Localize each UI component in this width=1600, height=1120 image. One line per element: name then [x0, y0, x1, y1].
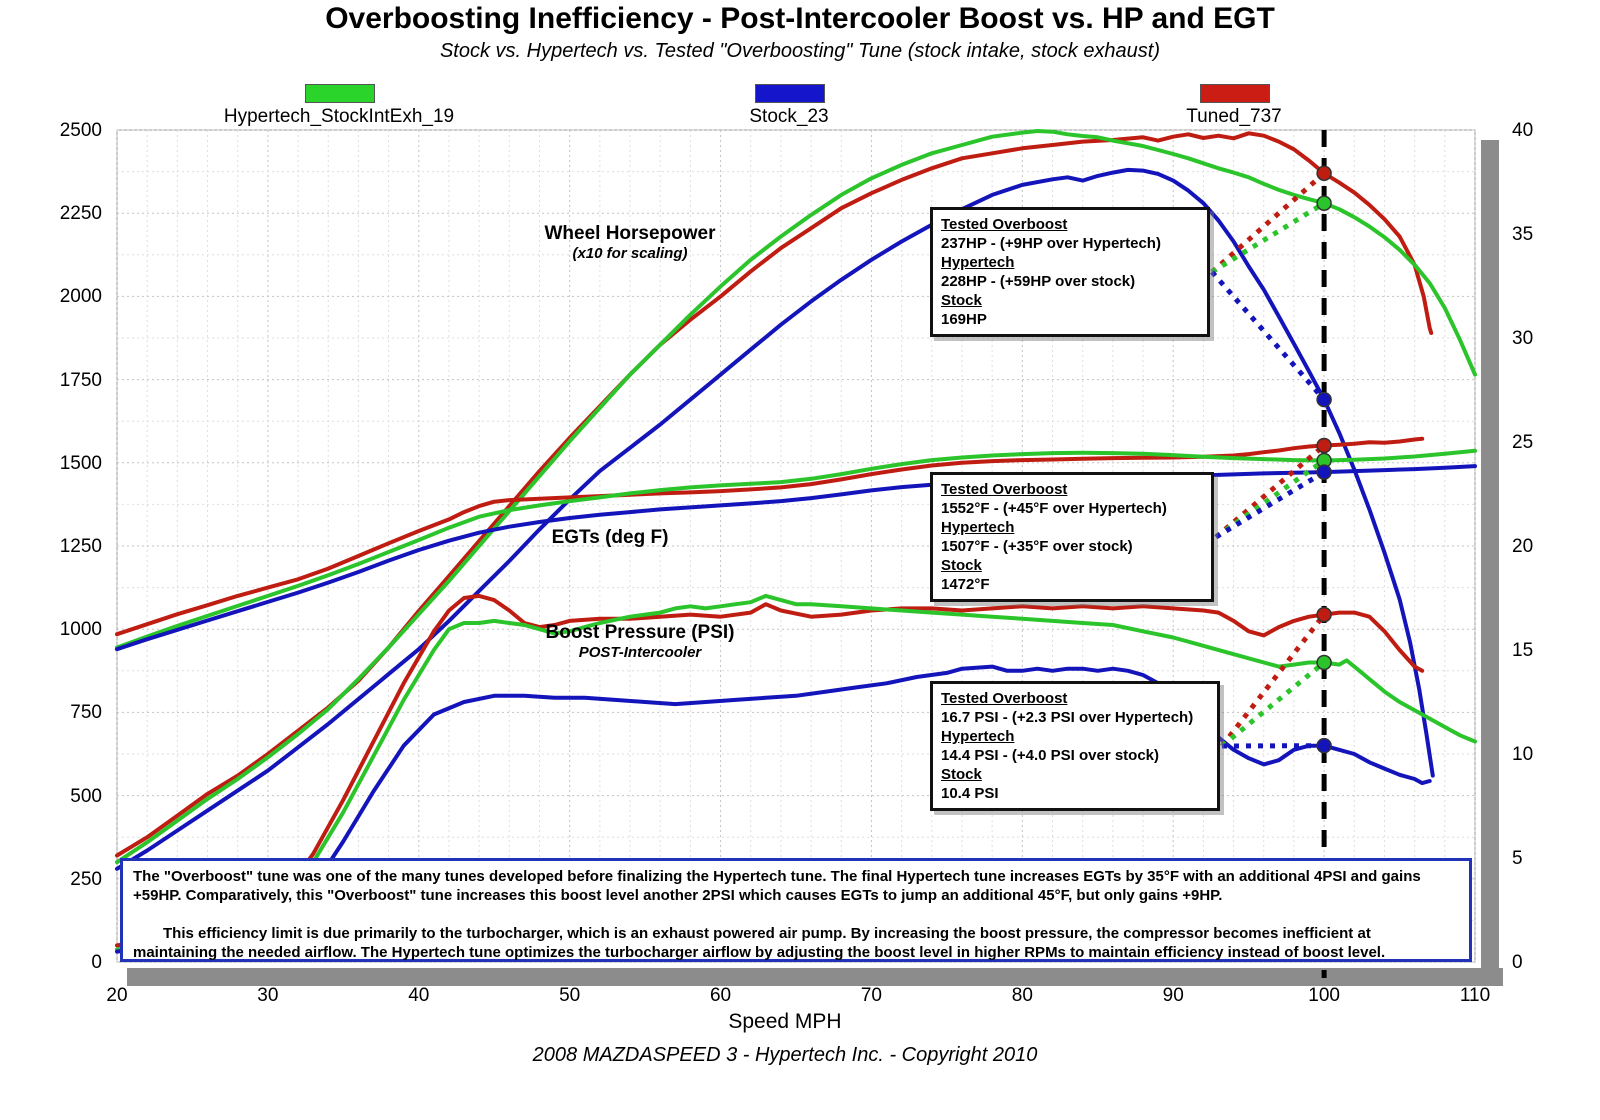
y-left-tick-label: 1250: [59, 536, 102, 557]
x-tick-label: 30: [257, 985, 279, 1006]
x-tick-label: 60: [709, 985, 732, 1006]
callout-egt: Tested Overboost 1552°F - (+45°F over Hy…: [930, 472, 1214, 602]
connector-psi: [1220, 613, 1327, 748]
note-box: The "Overboost" tune was one of the many…: [120, 858, 1472, 962]
plot-shadow-right: [1481, 140, 1499, 986]
connector-hp: [1210, 270, 1326, 402]
y-left-tick-label: 500: [70, 785, 102, 807]
x-tick-label: 70: [860, 985, 882, 1006]
y-left-tick-label: 1000: [59, 619, 102, 641]
y-right-tick-label: 35: [1512, 224, 1534, 245]
x-tick-label: 90: [1162, 985, 1184, 1006]
marker-hp: [1316, 391, 1332, 408]
series-boost: [115, 593, 1425, 948]
legend-label: Stock_23: [749, 106, 829, 127]
label-boost-pressure: Boost Pressure (PSI) POST-Intercooler: [545, 622, 735, 661]
series-egt: [115, 464, 1477, 652]
connector-hp: [1210, 201, 1326, 275]
y-right-tick-label: 5: [1512, 848, 1523, 869]
series-boost: [115, 664, 1432, 954]
series-boost: [115, 593, 1477, 952]
legend-label: Hypertech_StockIntExh_19: [223, 106, 455, 127]
legend-swatch-green: [305, 84, 375, 103]
legend-label: Tuned_737: [1186, 106, 1282, 127]
chart-caption: 2008 MAZDASPEED 3 - Hypertech Inc. - Cop…: [532, 1044, 1038, 1066]
y-right-tick-label: 40: [1512, 120, 1534, 141]
marker-egt: [1316, 464, 1332, 480]
marker-psi: [1316, 654, 1332, 671]
x-tick-label: 100: [1308, 985, 1340, 1006]
connector-psi: [1220, 660, 1326, 748]
y-right-tick-label: 25: [1512, 432, 1534, 453]
legend-swatch-blue: [755, 84, 825, 103]
x-axis-title: Speed MPH: [728, 1010, 842, 1033]
marker-hp: [1316, 165, 1332, 182]
marker-hp: [1316, 195, 1332, 211]
x-tick-label: 80: [1011, 985, 1033, 1006]
y-left-tick-label: 2250: [59, 203, 102, 225]
y-left-tick-label: 0: [91, 952, 102, 973]
marker-egt: [1316, 437, 1332, 454]
callout-boost: Tested Overboost 16.7 PSI - (+2.3 PSI ov…: [930, 681, 1220, 811]
connector-egt: [1214, 469, 1326, 540]
marker-psi: [1316, 606, 1332, 623]
chart-title: Overboosting Inefficiency - Post-Interco…: [325, 2, 1275, 35]
marker-psi: [1316, 737, 1332, 754]
y-left-tick-label: 750: [70, 702, 102, 724]
series-egt: [115, 448, 1477, 650]
y-right-tick-label: 10: [1512, 744, 1534, 765]
connector-egt: [1214, 458, 1326, 540]
x-tick-label: 20: [106, 985, 128, 1006]
x-tick-label: 40: [408, 985, 430, 1006]
note-paragraph-1: The "Overboost" tune was one of the many…: [133, 868, 1421, 904]
y-left-tick-label: 2000: [59, 286, 102, 308]
y-right-tick-label: 30: [1512, 328, 1534, 349]
label-egts: EGTs (deg F): [551, 527, 669, 548]
series-egt: [115, 436, 1425, 637]
x-tick-label: 50: [559, 985, 581, 1006]
x-tick-label: 110: [1459, 985, 1491, 1006]
series-hp: [115, 167, 1435, 871]
y-left-tick-label: 250: [70, 868, 102, 890]
y-right-tick-label: 15: [1512, 640, 1534, 661]
y-left-tick-label: 2500: [59, 120, 102, 141]
y-right-tick-label: 0: [1512, 952, 1523, 973]
connector-hp: [1210, 171, 1326, 274]
y-left-tick-label: 1500: [59, 452, 102, 474]
y-right-tick-label: 20: [1512, 536, 1534, 557]
label-wheel-horsepower: Wheel Horsepower (x10 for scaling): [544, 223, 716, 262]
plot-shadow-bottom: [127, 968, 1503, 986]
note-paragraph-2: This efficiency limit is due primarily t…: [133, 925, 1386, 961]
chart-subtitle: Stock vs. Hypertech vs. Tested "Overboos…: [439, 40, 1161, 62]
legend-swatch-red: [1200, 84, 1270, 103]
callout-horsepower: Tested Overboost 237HP - (+9HP over Hype…: [930, 207, 1210, 337]
y-left-tick-label: 1750: [59, 369, 102, 391]
